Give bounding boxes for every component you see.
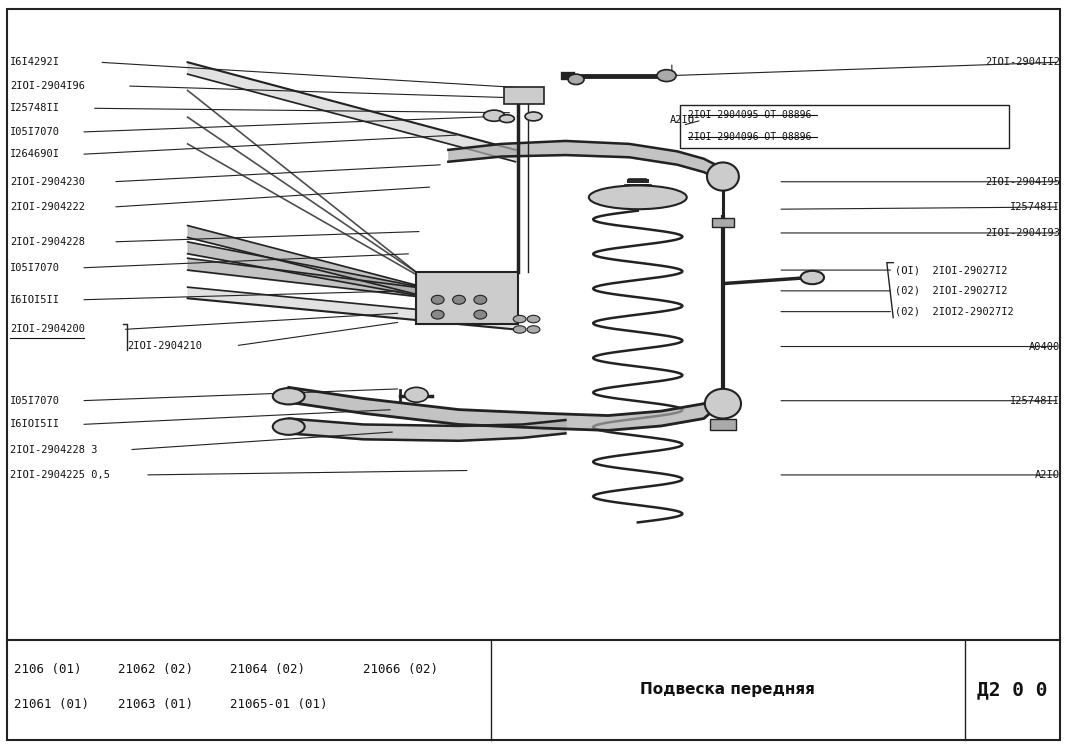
Text: 2IOI-2904228: 2IOI-2904228 bbox=[10, 237, 85, 247]
Text: I25748II: I25748II bbox=[1010, 202, 1061, 212]
Text: 2IOI-2904II2: 2IOI-2904II2 bbox=[985, 57, 1061, 67]
Text: I6I4292I: I6I4292I bbox=[10, 57, 60, 67]
FancyBboxPatch shape bbox=[416, 273, 517, 324]
Ellipse shape bbox=[707, 162, 738, 191]
Text: 2IOI-2904095-OT 08896: 2IOI-2904095-OT 08896 bbox=[688, 110, 811, 120]
Ellipse shape bbox=[527, 315, 540, 323]
Text: Д2 0 0: Д2 0 0 bbox=[977, 680, 1048, 700]
Text: 2IOI-2904I95: 2IOI-2904I95 bbox=[985, 177, 1061, 187]
Text: А2IO: А2IO bbox=[670, 115, 695, 125]
Text: 21066 (02): 21066 (02) bbox=[363, 664, 439, 676]
Ellipse shape bbox=[273, 388, 305, 405]
Text: I05I7070: I05I7070 bbox=[10, 127, 60, 137]
Text: 2106 (01): 2106 (01) bbox=[14, 664, 82, 676]
Ellipse shape bbox=[499, 115, 514, 123]
Circle shape bbox=[431, 310, 444, 319]
Text: 2IOI-2904096-OT 08896: 2IOI-2904096-OT 08896 bbox=[688, 132, 811, 142]
Text: 21063 (01): 21063 (01) bbox=[118, 697, 193, 711]
Text: I05I7070: I05I7070 bbox=[10, 263, 60, 273]
Text: (02)  2IOI2-29027I2: (02) 2IOI2-29027I2 bbox=[895, 307, 1014, 317]
Circle shape bbox=[431, 295, 444, 304]
Text: 21061 (01): 21061 (01) bbox=[14, 697, 90, 711]
Text: I264690I: I264690I bbox=[10, 149, 60, 159]
Ellipse shape bbox=[513, 315, 526, 323]
Ellipse shape bbox=[527, 326, 540, 333]
Text: 21062 (02): 21062 (02) bbox=[118, 664, 193, 676]
FancyBboxPatch shape bbox=[713, 218, 734, 227]
Circle shape bbox=[474, 295, 487, 304]
Ellipse shape bbox=[273, 419, 305, 435]
Text: I05I7070: I05I7070 bbox=[10, 396, 60, 406]
Ellipse shape bbox=[800, 271, 824, 284]
Circle shape bbox=[452, 295, 465, 304]
Text: 2IOI-2904I96: 2IOI-2904I96 bbox=[10, 81, 85, 91]
Circle shape bbox=[474, 310, 487, 319]
Ellipse shape bbox=[705, 389, 740, 419]
Text: I6IOI5II: I6IOI5II bbox=[10, 419, 60, 429]
Text: 2IOI-2904228 3: 2IOI-2904228 3 bbox=[10, 445, 97, 454]
Text: 2IOI-2904222: 2IOI-2904222 bbox=[10, 202, 85, 212]
Text: 2IOI-2904225 0,5: 2IOI-2904225 0,5 bbox=[10, 470, 110, 480]
Text: А2IO: А2IO bbox=[1035, 470, 1061, 480]
Text: I6IOI5II: I6IOI5II bbox=[10, 295, 60, 305]
Text: 2IOI-2904210: 2IOI-2904210 bbox=[127, 340, 202, 351]
Text: А0400: А0400 bbox=[1029, 341, 1061, 352]
Text: 21065-01 (01): 21065-01 (01) bbox=[230, 697, 328, 711]
Ellipse shape bbox=[404, 387, 428, 402]
Ellipse shape bbox=[483, 110, 505, 121]
Text: 2IOI-2904230: 2IOI-2904230 bbox=[10, 177, 85, 187]
FancyBboxPatch shape bbox=[504, 87, 544, 104]
Text: I25748II: I25748II bbox=[1010, 396, 1061, 406]
Text: Подвеска передняя: Подвеска передняя bbox=[640, 682, 815, 697]
Text: 2IOI-2904200: 2IOI-2904200 bbox=[10, 325, 85, 335]
Text: 2IOI-2904I93: 2IOI-2904I93 bbox=[985, 228, 1061, 238]
Text: 21064 (02): 21064 (02) bbox=[230, 664, 305, 676]
FancyBboxPatch shape bbox=[711, 419, 736, 430]
Ellipse shape bbox=[568, 74, 584, 84]
Ellipse shape bbox=[657, 70, 676, 81]
Text: (OI)  2IOI-29027I2: (OI) 2IOI-29027I2 bbox=[895, 265, 1008, 275]
Ellipse shape bbox=[513, 326, 526, 333]
Ellipse shape bbox=[589, 186, 687, 209]
Ellipse shape bbox=[525, 112, 542, 121]
Text: I25748II: I25748II bbox=[10, 104, 60, 113]
Text: (02)  2IOI-29027I2: (02) 2IOI-29027I2 bbox=[895, 286, 1008, 296]
